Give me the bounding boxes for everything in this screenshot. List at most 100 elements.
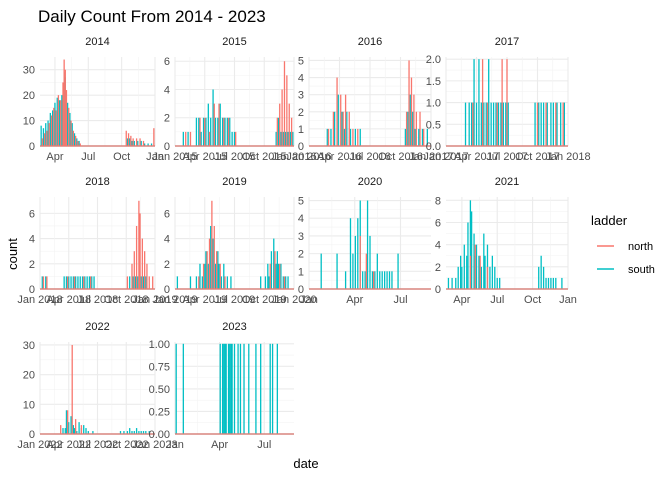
y-tick-label: 4 (164, 84, 170, 96)
x-tick-label: Oct 2017 (515, 151, 560, 163)
x-tick-label: Jul 2015 (214, 151, 256, 163)
x-tick-label: Jul (393, 294, 407, 306)
y-tick-label: 6 (29, 208, 35, 220)
y-tick-label: 0.0 (426, 141, 441, 153)
chart-title: Daily Count From 2014 - 2023 (38, 7, 266, 26)
x-tick-label: Oct 2015 (242, 151, 287, 163)
x-tick-label: Apr 2016 (317, 151, 362, 163)
y-tick-label: 0.75 (149, 361, 170, 373)
x-tick-label: Jul (257, 439, 271, 451)
x-tick-label: Jan 2016 (286, 151, 331, 163)
x-tick-label: Oct 2016 (378, 151, 423, 163)
x-tick-label: Jan 2017 (408, 151, 453, 163)
y-tick-label: 0 (164, 141, 170, 153)
series-north (40, 200, 155, 290)
y-tick-label: 0.25 (149, 406, 170, 418)
x-tick-label: Jul (81, 151, 95, 163)
x-tick-label: Jan (559, 294, 577, 306)
y-tick-label: 2 (29, 259, 35, 271)
x-tick-label: Apr 2019 (182, 294, 227, 306)
x-tick-label: Oct 2022 (104, 439, 149, 451)
x-tick-label: Jan 2015 (152, 151, 197, 163)
y-tick-label: 0.00 (149, 429, 170, 441)
x-tick-label: Oct (524, 294, 541, 306)
series-north (40, 59, 155, 147)
y-tick-label: 2 (298, 107, 304, 119)
x-tick-label: Jan (166, 439, 184, 451)
facet-panel-2014: 2014 0 10 20 30 Apr Jul Oct Jan (23, 36, 164, 163)
y-tick-label: 4 (29, 234, 35, 246)
y-tick-label: 10 (23, 116, 35, 128)
x-tick-label: Jul 2016 (349, 151, 391, 163)
facet-strip-label: 2015 (222, 36, 246, 48)
series-north (40, 344, 155, 435)
x-tick-label: Apr (211, 439, 228, 451)
y-tick-label: 20 (23, 370, 35, 382)
series-north (309, 60, 431, 147)
y-tick-label: 0 (29, 429, 35, 441)
x-tick-label: Apr 2015 (182, 151, 227, 163)
facet-strip-label: 2018 (85, 176, 109, 188)
x-tick-label: Jul 2019 (214, 294, 256, 306)
y-tick-label: 0 (435, 284, 441, 296)
x-tick-label: Jan 2020 (271, 294, 316, 306)
y-tick-label: 2 (164, 113, 170, 125)
x-tick-label: Jan 2023 (132, 439, 177, 451)
y-tick-label: 4 (435, 240, 441, 252)
y-tick-label: 30 (23, 65, 35, 77)
x-axis-title: date (293, 456, 318, 471)
y-tick-label: 0 (29, 141, 35, 153)
y-tick-label: 4 (298, 213, 304, 225)
x-tick-label: Apr 2022 (46, 439, 91, 451)
x-tick-label: Jan 2018 (17, 294, 62, 306)
series-north (309, 235, 431, 290)
x-tick-label: Jul 2022 (77, 439, 119, 451)
y-tick-label: 0.50 (149, 384, 170, 396)
y-tick-label: 3 (298, 90, 304, 102)
x-tick-label: Jan 2018 (545, 151, 590, 163)
y-tick-label: 2 (298, 249, 304, 261)
series-north (175, 200, 294, 290)
x-tick-label: Apr (346, 294, 363, 306)
y-tick-label: 4 (164, 234, 170, 246)
y-tick-label: 2 (164, 259, 170, 271)
y-tick-label: 3 (298, 231, 304, 243)
y-tick-label: 6 (164, 208, 170, 220)
series-north (175, 61, 294, 147)
series-south (446, 59, 568, 147)
y-tick-label: 2.0 (426, 54, 441, 66)
series-south (175, 89, 294, 147)
series-south (446, 200, 568, 290)
legend-label: north (628, 241, 653, 253)
y-tick-label: 8 (435, 195, 441, 207)
x-tick-label: Jan 2019 (152, 294, 197, 306)
x-tick-label: Jan 2017 (423, 151, 468, 163)
facet-strip-label: 2017 (495, 36, 519, 48)
x-tick-label: Jan 2019 (132, 294, 177, 306)
y-tick-label: 0 (298, 141, 304, 153)
legend-entry-south: south (597, 264, 655, 276)
x-tick-label: Jan 2022 (17, 439, 62, 451)
x-tick-label: Jul 2017 (486, 151, 528, 163)
x-tick-label: Oct (113, 151, 130, 163)
y-tick-label: 20 (23, 90, 35, 102)
x-tick-label: Apr (46, 151, 63, 163)
x-tick-label: Jan 2016 (271, 151, 316, 163)
y-tick-label: 1.0 (426, 98, 441, 110)
x-tick-label: Jan (300, 294, 318, 306)
series-north (446, 59, 568, 147)
facet-panel-2021: 2021 0 2 4 6 8 Apr Jul Oct Jan (435, 176, 577, 306)
series-south (40, 72, 155, 147)
facet-strip-label: 2019 (222, 176, 246, 188)
facet-strip-label: 2023 (222, 321, 246, 333)
y-axis-title: count (5, 238, 20, 270)
facet-strip-label: 2021 (495, 176, 519, 188)
x-tick-label: Oct 2018 (104, 294, 149, 306)
y-tick-label: 1.5 (426, 76, 441, 88)
legend-label: south (628, 264, 655, 276)
y-tick-label: 6 (435, 217, 441, 229)
